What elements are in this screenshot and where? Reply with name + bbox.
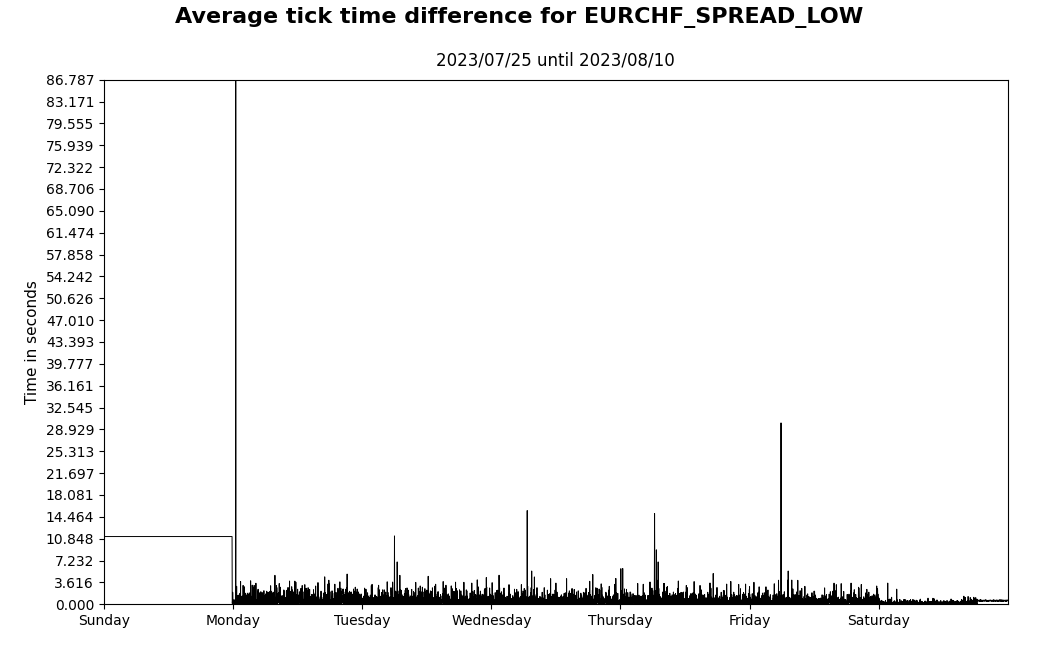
Y-axis label: Time in seconds: Time in seconds <box>25 280 39 404</box>
Text: Average tick time difference for EURCHF_SPREAD_LOW: Average tick time difference for EURCHF_… <box>176 7 863 28</box>
Title: 2023/07/25 until 2023/08/10: 2023/07/25 until 2023/08/10 <box>436 52 675 70</box>
